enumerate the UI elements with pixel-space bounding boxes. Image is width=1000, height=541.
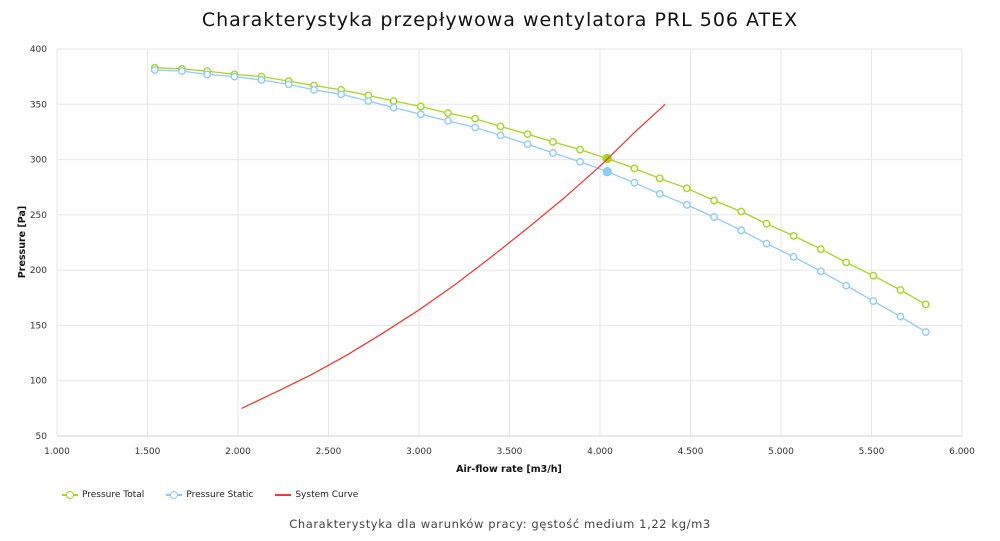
chart-caption: Charakterystyka dla warunków pracy: gęst… xyxy=(289,517,711,531)
y-tick-label: 350 xyxy=(30,100,47,110)
data-point-pressure-total[interactable] xyxy=(762,219,771,228)
data-point-pressure-static[interactable] xyxy=(576,157,584,166)
data-point-pressure-total[interactable] xyxy=(921,300,930,309)
axes: 50 100 150 200 250 300 350 400 1.000 1.500 2.000 2.… xyxy=(30,45,975,457)
legend-label-pressure-total: Pressure Total xyxy=(82,490,145,500)
series-line-pressure-total xyxy=(154,67,927,305)
data-point-pressure-static[interactable] xyxy=(444,116,452,125)
y-tick-label: 400 xyxy=(30,45,47,55)
operating-point-pressure-static[interactable] xyxy=(602,167,612,177)
data-point-pressure-static[interactable] xyxy=(710,213,718,221)
x-tick-label: 5.000 xyxy=(768,447,794,457)
x-tick-label: 1.000 xyxy=(44,447,70,457)
data-point-pressure-total[interactable] xyxy=(896,286,905,294)
data-point-pressure-total[interactable] xyxy=(576,145,584,154)
legend-line-system-curve-icon xyxy=(275,490,292,500)
data-point-pressure-static[interactable] xyxy=(896,312,905,321)
data-point-pressure-total[interactable] xyxy=(471,114,480,123)
legend-label-pressure-static: Pressure Static xyxy=(186,490,254,500)
y-tick-label: 300 xyxy=(30,156,47,166)
data-point-pressure-static[interactable] xyxy=(230,72,239,81)
data-point-pressure-static[interactable] xyxy=(337,90,346,99)
y-tick-label: 50 xyxy=(36,432,48,442)
data-point-pressure-static[interactable] xyxy=(150,66,159,74)
y-tick-label: 100 xyxy=(30,377,47,387)
data-point-pressure-static[interactable] xyxy=(630,178,639,187)
data-point-pressure-static[interactable] xyxy=(389,103,398,112)
chart-title: Charakterystyka przepływowa wentylatora … xyxy=(201,9,799,31)
data-point-pressure-static[interactable] xyxy=(523,140,532,148)
data-point-pressure-total[interactable] xyxy=(630,164,639,173)
x-tick-label: 3.000 xyxy=(406,447,432,457)
legend-item-system-curve[interactable]: System Curve xyxy=(275,490,358,500)
data-point-pressure-static[interactable] xyxy=(549,149,557,157)
x-tick-label: 1.500 xyxy=(135,447,161,457)
data-point-pressure-total[interactable] xyxy=(549,137,557,146)
data-point-pressure-static[interactable] xyxy=(789,252,798,261)
y-tick-label: 200 xyxy=(30,266,47,276)
y-tick-label: 250 xyxy=(30,211,47,221)
y-axis-label: Pressure [Pa] xyxy=(17,206,28,278)
y-tick-label: 150 xyxy=(30,321,47,331)
data-point-pressure-static[interactable] xyxy=(816,267,825,276)
data-point-pressure-total[interactable] xyxy=(444,109,452,118)
legend-line-pressure-static-icon xyxy=(166,490,183,500)
data-point-pressure-static[interactable] xyxy=(655,189,664,198)
data-point-pressure-static[interactable] xyxy=(842,281,851,290)
data-point-pressure-total[interactable] xyxy=(789,231,798,240)
data-point-pressure-static[interactable] xyxy=(203,70,212,79)
series-line-pressure-static xyxy=(154,69,927,333)
data-point-pressure-total[interactable] xyxy=(869,271,878,280)
x-tick-label: 4.500 xyxy=(678,447,704,457)
data-point-pressure-static[interactable] xyxy=(416,110,425,119)
x-tick-label: 2.500 xyxy=(316,447,342,457)
x-tick-label: 4.000 xyxy=(587,447,613,457)
data-point-pressure-total[interactable] xyxy=(816,245,825,254)
data-point-pressure-static[interactable] xyxy=(682,201,691,209)
data-point-pressure-static[interactable] xyxy=(737,226,746,235)
data-point-pressure-static[interactable] xyxy=(364,97,373,105)
data-point-pressure-static[interactable] xyxy=(921,328,930,336)
data-point-pressure-total[interactable] xyxy=(496,122,505,131)
data-point-pressure-static[interactable] xyxy=(496,131,505,140)
x-tick-label: 6.000 xyxy=(949,447,975,457)
legend-item-pressure-static[interactable]: Pressure Static xyxy=(166,490,253,500)
legend-label-system-curve: System Curve xyxy=(295,490,359,500)
data-point-pressure-static[interactable] xyxy=(762,239,771,248)
data-point-pressure-total[interactable] xyxy=(389,97,398,105)
series-line-system-curve xyxy=(241,103,666,409)
data-point-pressure-total[interactable] xyxy=(842,258,851,267)
data-point-pressure-static[interactable] xyxy=(177,67,186,76)
series xyxy=(150,63,930,409)
data-point-pressure-total[interactable] xyxy=(655,174,664,183)
x-tick-label: 3.500 xyxy=(497,447,523,457)
data-point-pressure-static[interactable] xyxy=(869,297,878,306)
x-tick-label: 2.000 xyxy=(225,447,251,457)
data-point-pressure-total[interactable] xyxy=(416,102,425,111)
data-point-pressure-total[interactable] xyxy=(682,184,691,193)
data-point-pressure-static[interactable] xyxy=(310,86,318,94)
data-point-pressure-total[interactable] xyxy=(523,130,532,139)
legend: Pressure Total Pressure Static System Cu… xyxy=(62,490,358,500)
data-point-pressure-static[interactable] xyxy=(257,76,266,84)
legend-item-pressure-total[interactable]: Pressure Total xyxy=(62,490,144,500)
data-point-pressure-total[interactable] xyxy=(737,207,746,216)
data-point-pressure-static[interactable] xyxy=(471,123,480,132)
data-point-pressure-total[interactable] xyxy=(710,196,718,205)
x-tick-label: 5.500 xyxy=(859,447,885,457)
legend-line-pressure-total-icon xyxy=(62,490,78,500)
data-point-pressure-static[interactable] xyxy=(284,80,293,89)
x-axis-label: Air-flow rate [m3/h] xyxy=(456,464,562,475)
